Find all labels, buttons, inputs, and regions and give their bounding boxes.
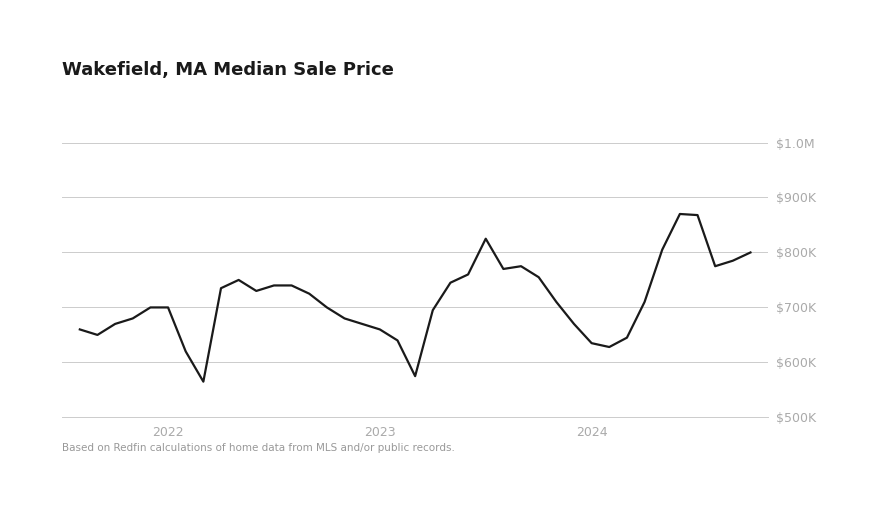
Text: Wakefield, MA Median Sale Price: Wakefield, MA Median Sale Price xyxy=(62,61,394,79)
Text: Based on Redfin calculations of home data from MLS and/or public records.: Based on Redfin calculations of home dat… xyxy=(62,443,455,453)
